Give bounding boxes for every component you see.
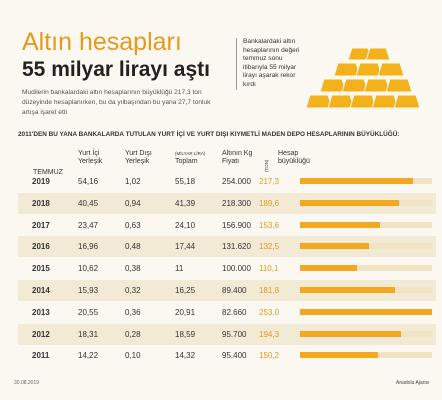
year: 2013 bbox=[32, 307, 50, 317]
year: 2019 bbox=[32, 177, 50, 186]
year: 2016 bbox=[32, 242, 50, 252]
bar bbox=[300, 178, 414, 184]
date: 30.08.2019 bbox=[14, 380, 40, 386]
subtitle: 55 milyar lirayı aştı bbox=[22, 58, 210, 81]
cell: 55,18 bbox=[175, 177, 196, 186]
cell: 14,32 bbox=[175, 351, 196, 361]
cell: 0,94 bbox=[125, 198, 141, 208]
year: 2011 bbox=[32, 351, 50, 361]
column-header: Hesap büyüklüğü bbox=[278, 150, 310, 165]
cell: 0,36 bbox=[125, 307, 141, 317]
cell: 153,6 bbox=[259, 220, 280, 230]
bar bbox=[300, 243, 370, 250]
cell: 18,31 bbox=[78, 329, 99, 339]
cell: 95.400 bbox=[222, 351, 247, 361]
cell: 100.000 bbox=[222, 264, 251, 274]
cell: 54,16 bbox=[78, 177, 99, 186]
bar bbox=[300, 199, 399, 206]
title: Altın hesapları bbox=[22, 28, 182, 56]
cell: 15,93 bbox=[78, 286, 99, 295]
cell: 0,28 bbox=[125, 329, 141, 339]
cell: 23,47 bbox=[78, 220, 99, 230]
cell: 1,02 bbox=[125, 177, 141, 186]
cell: 0,10 bbox=[125, 351, 141, 361]
cell: 14,22 bbox=[78, 351, 99, 361]
cell: 82.660 bbox=[222, 307, 247, 317]
bar bbox=[300, 352, 379, 359]
year: 2017 bbox=[32, 220, 50, 230]
source: Anadolu Ajansı bbox=[396, 380, 430, 386]
month: TEMMUZ bbox=[33, 169, 63, 176]
unit-money: (MİLYAR LİRA) bbox=[175, 151, 206, 156]
side-note: Bankalardaki altın hesaplarının değeri t… bbox=[236, 38, 301, 90]
table-row bbox=[18, 236, 436, 258]
cell: 41,39 bbox=[175, 198, 196, 208]
cell: 194,3 bbox=[259, 329, 280, 339]
bar bbox=[300, 221, 381, 228]
cell: 16,96 bbox=[78, 242, 99, 252]
intro: Mudilerin bankalardaki altın hesaplarını… bbox=[22, 89, 211, 116]
bar bbox=[300, 265, 358, 272]
cell: 20,91 bbox=[175, 307, 196, 317]
bar bbox=[300, 308, 432, 315]
cell: 40,45 bbox=[78, 198, 99, 208]
bar-track bbox=[300, 265, 432, 272]
column-header: Altının Kg Fiyatı bbox=[222, 150, 253, 165]
year: 2015 bbox=[32, 264, 50, 274]
cell: 11 bbox=[175, 264, 184, 274]
cell: 150,2 bbox=[259, 351, 280, 361]
cell: 17,44 bbox=[175, 242, 196, 252]
year: 2018 bbox=[32, 198, 50, 208]
cell: 0,63 bbox=[125, 220, 141, 230]
table-caption: 2011'DEN BU YANA BANKALARDA TUTULAN YURT… bbox=[18, 131, 400, 138]
cell: 218.300 bbox=[222, 198, 251, 208]
cell: 131.620 bbox=[222, 242, 251, 252]
bar bbox=[300, 287, 395, 293]
cell: 0,48 bbox=[125, 242, 141, 252]
cell: 254.000 bbox=[222, 177, 251, 186]
cell: 181,8 bbox=[259, 286, 280, 295]
cell: 24,10 bbox=[175, 220, 196, 230]
cell: 189,6 bbox=[259, 198, 280, 208]
year: 2014 bbox=[32, 286, 50, 295]
column-header: Yurt İçi Yerleşik bbox=[78, 150, 103, 165]
cell: 217,3 bbox=[259, 177, 280, 186]
table-row bbox=[18, 280, 436, 301]
bar bbox=[300, 330, 402, 337]
cell: 0,38 bbox=[125, 264, 141, 274]
cell: 95.700 bbox=[222, 329, 247, 339]
table-row bbox=[18, 192, 436, 214]
cell: 18,59 bbox=[175, 329, 196, 339]
cell: 0,32 bbox=[125, 286, 141, 295]
cell: 110,1 bbox=[259, 264, 279, 274]
cell: 20,55 bbox=[78, 307, 99, 317]
cell: 156.900 bbox=[222, 220, 251, 230]
cell: 132,5 bbox=[259, 242, 280, 252]
cell: 253,0 bbox=[259, 307, 280, 317]
gold-bars bbox=[305, 47, 421, 109]
column-header: Yurt Dışı Yerleşik bbox=[125, 150, 152, 165]
column-header: Toplam bbox=[175, 158, 198, 165]
year: 2012 bbox=[32, 329, 50, 339]
cell: 10,62 bbox=[78, 264, 99, 274]
cell: 16,25 bbox=[175, 286, 196, 295]
cell: 89.400 bbox=[222, 286, 247, 295]
table-row bbox=[18, 323, 436, 345]
